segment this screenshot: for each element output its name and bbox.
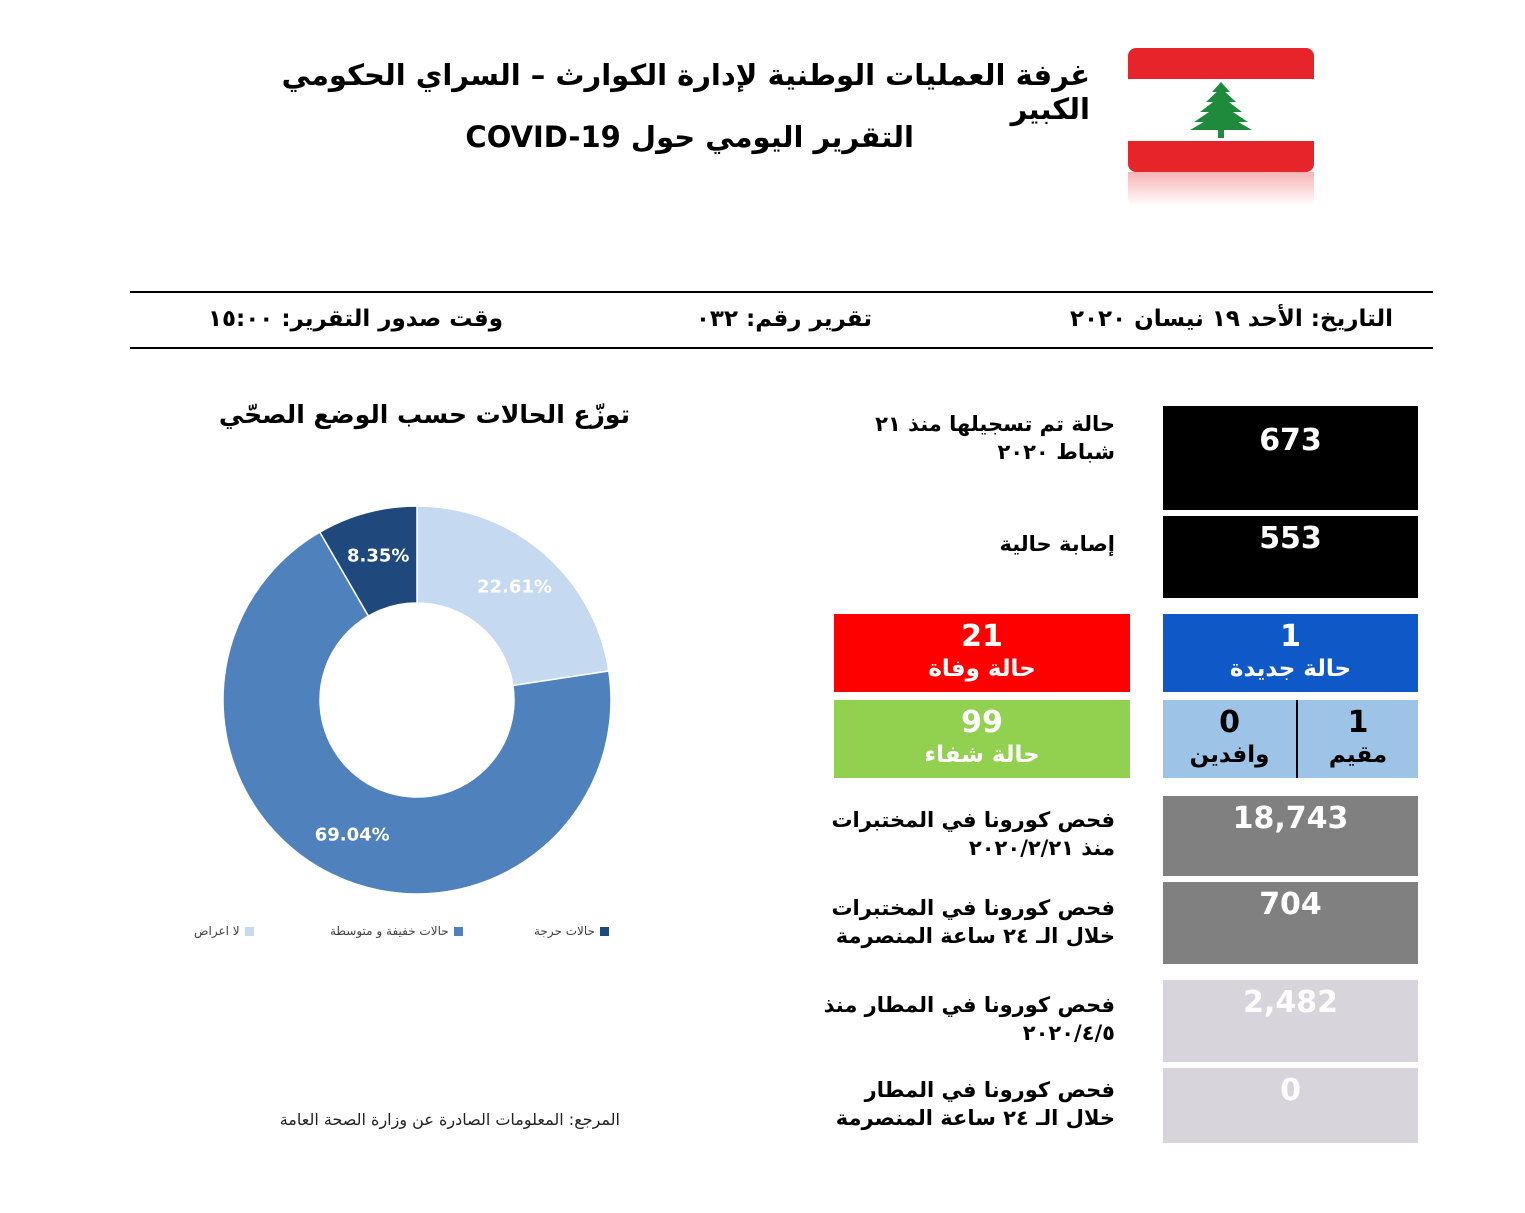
- legend-swatch: [244, 926, 254, 936]
- report-date: التاريخ: الأحد ١٩ نيسان ٢٠٢٠: [1069, 306, 1393, 332]
- active-cases-box: 553: [1163, 516, 1418, 598]
- label-line: فحص كورونا في المطار: [864, 1078, 1115, 1102]
- legend-item-critical: حالات حرجة: [534, 924, 609, 938]
- label-line: فحص كورونا في المختبرات: [831, 808, 1115, 832]
- legend-swatch: [453, 926, 463, 936]
- legend-swatch: [599, 926, 609, 936]
- lebanon-flag-icon: [1128, 48, 1314, 172]
- arrivals-value: 0: [1219, 705, 1240, 740]
- legend-item-mild-moderate: حالات خفيفة و متوسطة: [330, 924, 463, 938]
- legend-item-no-symptoms: لا اعراض: [194, 924, 254, 938]
- label-line: خلال الـ ٢٤ ساعة المنصرمة: [835, 1106, 1115, 1130]
- chart-title: توزّع الحالات حسب الوضع الصحّي: [218, 400, 630, 429]
- airport-tests-24h-box: 0: [1163, 1068, 1418, 1143]
- total-cases-label: حالة تم تسجيلها منذ ٢١ شباط ٢٠٢٠: [875, 412, 1115, 464]
- split-divider: [1296, 700, 1298, 778]
- arrivals-box: 0 وافدين: [1163, 700, 1296, 778]
- bottom-divider: [130, 347, 1433, 349]
- slice-data-label: 69.04%: [315, 825, 390, 846]
- donut-chart: 22.61% 69.04% 8.35%: [222, 505, 612, 895]
- deaths-label: حالة وفاة: [928, 656, 1036, 682]
- resident-label: مقيم: [1328, 742, 1388, 768]
- flag-reflection: [1128, 172, 1314, 206]
- airport-tests-24h-label: فحص كورونا في المطار خلال الـ ٢٤ ساعة ال…: [815, 1076, 1115, 1132]
- active-cases-label: إصابة حالية: [999, 532, 1115, 556]
- total-cases-box: 673: [1163, 406, 1418, 510]
- slice-no-symptoms: [416, 505, 610, 687]
- airport-tests-total-box: 2,482: [1163, 980, 1418, 1062]
- cedar-tree-icon: [1190, 82, 1252, 138]
- lab-tests-24h-label: فحص كورونا في المختبرات خلال الـ ٢٤ ساعة…: [815, 894, 1115, 950]
- legend-label: حالات خفيفة و متوسطة: [330, 924, 449, 938]
- chart-legend: لا اعراض حالات خفيفة و متوسطة حالات حرجة: [180, 924, 640, 946]
- arrivals-label: وافدين: [1189, 742, 1270, 768]
- deaths-box: 21 حالة وفاة: [834, 614, 1130, 692]
- source-note: المرجع: المعلومات الصادرة عن وزارة الصحة…: [279, 1110, 620, 1129]
- new-cases-value: 1: [1280, 619, 1301, 654]
- lab-tests-24h-box: 704: [1163, 882, 1418, 964]
- active-cases-value: 553: [1259, 521, 1322, 556]
- airport-tests-24h-value: 0: [1280, 1073, 1301, 1108]
- lab-tests-total-value: 18,743: [1232, 801, 1349, 836]
- new-cases-box: 1 حالة جديدة: [1163, 614, 1418, 692]
- new-cases-label: حالة جديدة: [1229, 656, 1352, 682]
- lab-tests-24h-value: 704: [1259, 887, 1322, 922]
- report-title: غرفة العمليات الوطنية لإدارة الكوارث – ا…: [281, 58, 1090, 126]
- slice-critical: [318, 505, 418, 618]
- recovered-label: حالة شفاء: [924, 742, 1040, 768]
- slice-data-label: 22.61%: [477, 577, 552, 598]
- slice-mild-moderate: [222, 531, 612, 895]
- report-time: وقت صدور التقرير: ١٥:٠٠: [207, 306, 503, 332]
- legend-label: لا اعراض: [194, 924, 240, 938]
- slice-data-label: 8.35%: [347, 546, 409, 567]
- airport-tests-total-value: 2,482: [1243, 985, 1338, 1020]
- lab-tests-total-box: 18,743: [1163, 796, 1418, 876]
- label-line: فحص كورونا في المطار منذ: [823, 993, 1115, 1017]
- report-number: تقرير رقم: ٠٣٢: [695, 306, 872, 332]
- label-line: منذ ٢٠٢٠/٢/٢١: [968, 836, 1115, 860]
- deaths-value: 21: [961, 619, 1003, 654]
- report-subtitle: التقرير اليومي حول COVID-19: [465, 120, 914, 154]
- recovered-value: 99: [961, 705, 1003, 740]
- resident-box: 1 مقيم: [1298, 700, 1418, 778]
- label-line: فحص كورونا في المختبرات: [831, 896, 1115, 920]
- resident-value: 1: [1347, 705, 1369, 740]
- recovered-box: 99 حالة شفاء: [834, 700, 1130, 778]
- label-line: ٢٠٢٠/٤/٥: [1022, 1021, 1115, 1045]
- lab-tests-total-label: فحص كورونا في المختبرات منذ ٢٠٢٠/٢/٢١: [815, 806, 1115, 862]
- airport-tests-total-label: فحص كورونا في المطار منذ ٢٠٢٠/٤/٥: [815, 991, 1115, 1047]
- total-cases-value: 673: [1259, 423, 1322, 458]
- label-line: خلال الـ ٢٤ ساعة المنصرمة: [835, 924, 1115, 948]
- legend-label: حالات حرجة: [534, 924, 595, 938]
- top-divider: [130, 291, 1433, 293]
